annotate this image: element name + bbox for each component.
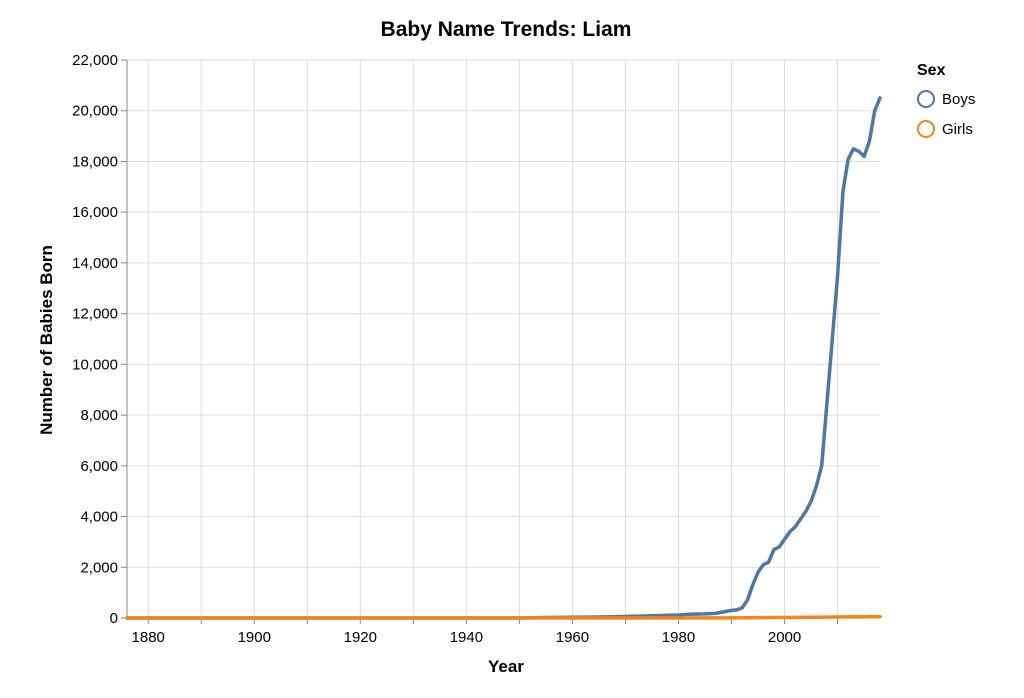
grid-layer	[127, 59, 880, 619]
legend-label-boys: Boys	[942, 91, 975, 108]
legend-swatch-boys	[917, 90, 935, 108]
y-tick-label: 0	[110, 610, 118, 627]
chart-title: Baby Name Trends: Liam	[381, 18, 632, 41]
legend-title: Sex	[917, 62, 946, 79]
y-tick-label: 12,000	[72, 306, 118, 323]
series-layer	[125, 96, 882, 620]
y-axis-title: Number of Babies Born	[37, 245, 56, 435]
y-tick-label: 4,000	[80, 509, 118, 526]
x-axis-title: Year	[488, 657, 524, 676]
x-tick-label: 1880	[132, 629, 165, 646]
y-tick-label: 22,000	[72, 52, 118, 69]
x-tick-label: 1920	[344, 629, 377, 646]
y-tick-label: 14,000	[72, 255, 118, 272]
x-tick-label: 1940	[450, 629, 483, 646]
y-tick-label: 8,000	[80, 407, 118, 424]
x-tick-label: 2000	[768, 629, 801, 646]
legend: Sex Boys Girls	[917, 62, 975, 138]
legend-item-girls[interactable]: Girls	[917, 120, 973, 138]
y-tick-label: 2,000	[80, 559, 118, 576]
x-tick-label: 1980	[662, 629, 695, 646]
legend-item-boys[interactable]: Boys	[917, 90, 975, 108]
y-tick-label: 10,000	[72, 356, 118, 373]
y-tick-label: 18,000	[72, 153, 118, 170]
series-line-boys[interactable]	[125, 96, 882, 620]
x-tick-label: 1900	[238, 629, 271, 646]
legend-label-girls: Girls	[942, 121, 973, 138]
legend-swatch-girls	[917, 120, 935, 138]
x-tick-label: 1960	[556, 629, 589, 646]
series-line-girls[interactable]	[125, 614, 882, 620]
y-tick-label: 20,000	[72, 103, 118, 120]
y-tick-label: 6,000	[80, 458, 118, 475]
y-tick-label: 16,000	[72, 204, 118, 221]
